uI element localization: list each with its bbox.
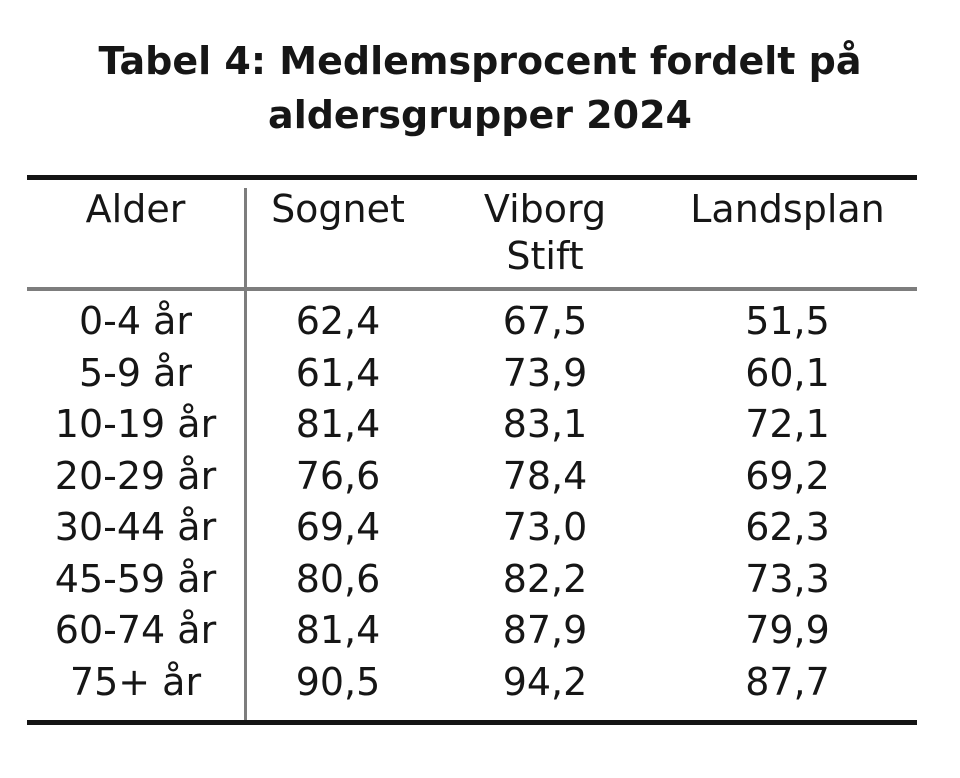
value-cell: 60,1 xyxy=(745,350,830,395)
table-row: 30-44 år 69,4 73,0 62,3 xyxy=(27,502,917,554)
value-cell: 81,4 xyxy=(295,608,381,652)
table-row: 10-19 år 81,4 83,1 72,1 xyxy=(27,399,917,451)
table-row: 5-9 år 61,4 73,9 60,1 xyxy=(27,348,917,400)
header-separator-rule xyxy=(27,287,917,291)
value-cell: 82,2 xyxy=(502,556,588,601)
age-group-cell: 75+ år xyxy=(69,659,202,704)
column-header-landsplan: Landsplan xyxy=(658,186,917,287)
value-cell: 51,5 xyxy=(745,299,830,343)
table-row: 60-74 år 81,4 87,9 79,9 xyxy=(27,605,917,657)
value-cell: 79,9 xyxy=(745,608,830,652)
age-group-cell: 60-74 år xyxy=(54,608,217,652)
value-cell: 69,4 xyxy=(295,505,381,549)
table-title: Tabel 4: Medlemsprocent fordelt på alder… xyxy=(0,34,960,142)
column-header-alder: Alder xyxy=(27,186,244,287)
table-title-line2: aldersgrupper 2024 xyxy=(268,93,692,137)
value-cell: 78,4 xyxy=(502,453,588,498)
value-cell: 73,9 xyxy=(502,350,588,395)
table-bottom-rule xyxy=(27,720,917,725)
value-cell: 76,6 xyxy=(295,453,381,498)
value-cell: 87,7 xyxy=(745,659,830,704)
data-table: Alder Sognet Viborg Stift Landsplan 0-4 … xyxy=(27,175,917,725)
value-cell: 94,2 xyxy=(502,659,588,704)
table-row: 0-4 år 62,4 67,5 51,5 xyxy=(27,296,917,348)
age-group-cell: 10-19 år xyxy=(54,402,217,446)
age-group-cell: 0-4 år xyxy=(78,299,193,343)
value-cell: 69,2 xyxy=(745,453,830,498)
value-cell: 72,1 xyxy=(745,402,830,446)
age-group-cell: 20-29 år xyxy=(54,453,217,498)
value-cell: 61,4 xyxy=(295,350,381,395)
value-cell: 87,9 xyxy=(502,608,588,652)
table-title-line1: Tabel 4: Medlemsprocent fordelt på xyxy=(98,39,862,83)
table-row: 45-59 år 80,6 82,2 73,3 xyxy=(27,554,917,606)
age-group-cell: 30-44 år xyxy=(54,505,217,549)
table-top-rule xyxy=(27,175,917,180)
column-header-landsplan-label: Landsplan xyxy=(690,187,885,231)
value-cell: 81,4 xyxy=(295,402,381,446)
table-header-row: Alder Sognet Viborg Stift Landsplan xyxy=(27,180,917,287)
value-cell: 83,1 xyxy=(502,402,588,446)
table-body: 0-4 år 62,4 67,5 51,5 5-9 år 61,4 73,9 60,1 10-1… xyxy=(27,291,917,720)
value-cell: 90,5 xyxy=(295,659,381,704)
value-cell: 80,6 xyxy=(295,556,381,601)
age-group-cell: 5-9 år xyxy=(78,350,193,395)
value-cell: 73,3 xyxy=(745,556,830,601)
column-divider xyxy=(244,188,247,720)
column-header-viborg-stift-label: Viborg Stift xyxy=(483,187,607,278)
value-cell: 62,3 xyxy=(745,505,830,549)
value-cell: 67,5 xyxy=(502,299,588,343)
value-cell: 62,4 xyxy=(295,299,381,343)
column-header-sognet: Sognet xyxy=(244,186,432,287)
column-header-viborg-stift: Viborg Stift xyxy=(432,186,658,287)
age-group-cell: 45-59 år xyxy=(54,556,217,601)
table-row: 20-29 år 76,6 78,4 69,2 xyxy=(27,451,917,503)
column-header-sognet-label: Sognet xyxy=(271,187,405,231)
column-header-alder-label: Alder xyxy=(85,187,186,231)
value-cell: 73,0 xyxy=(502,505,588,549)
table-row: 75+ år 90,5 94,2 87,7 xyxy=(27,657,917,709)
